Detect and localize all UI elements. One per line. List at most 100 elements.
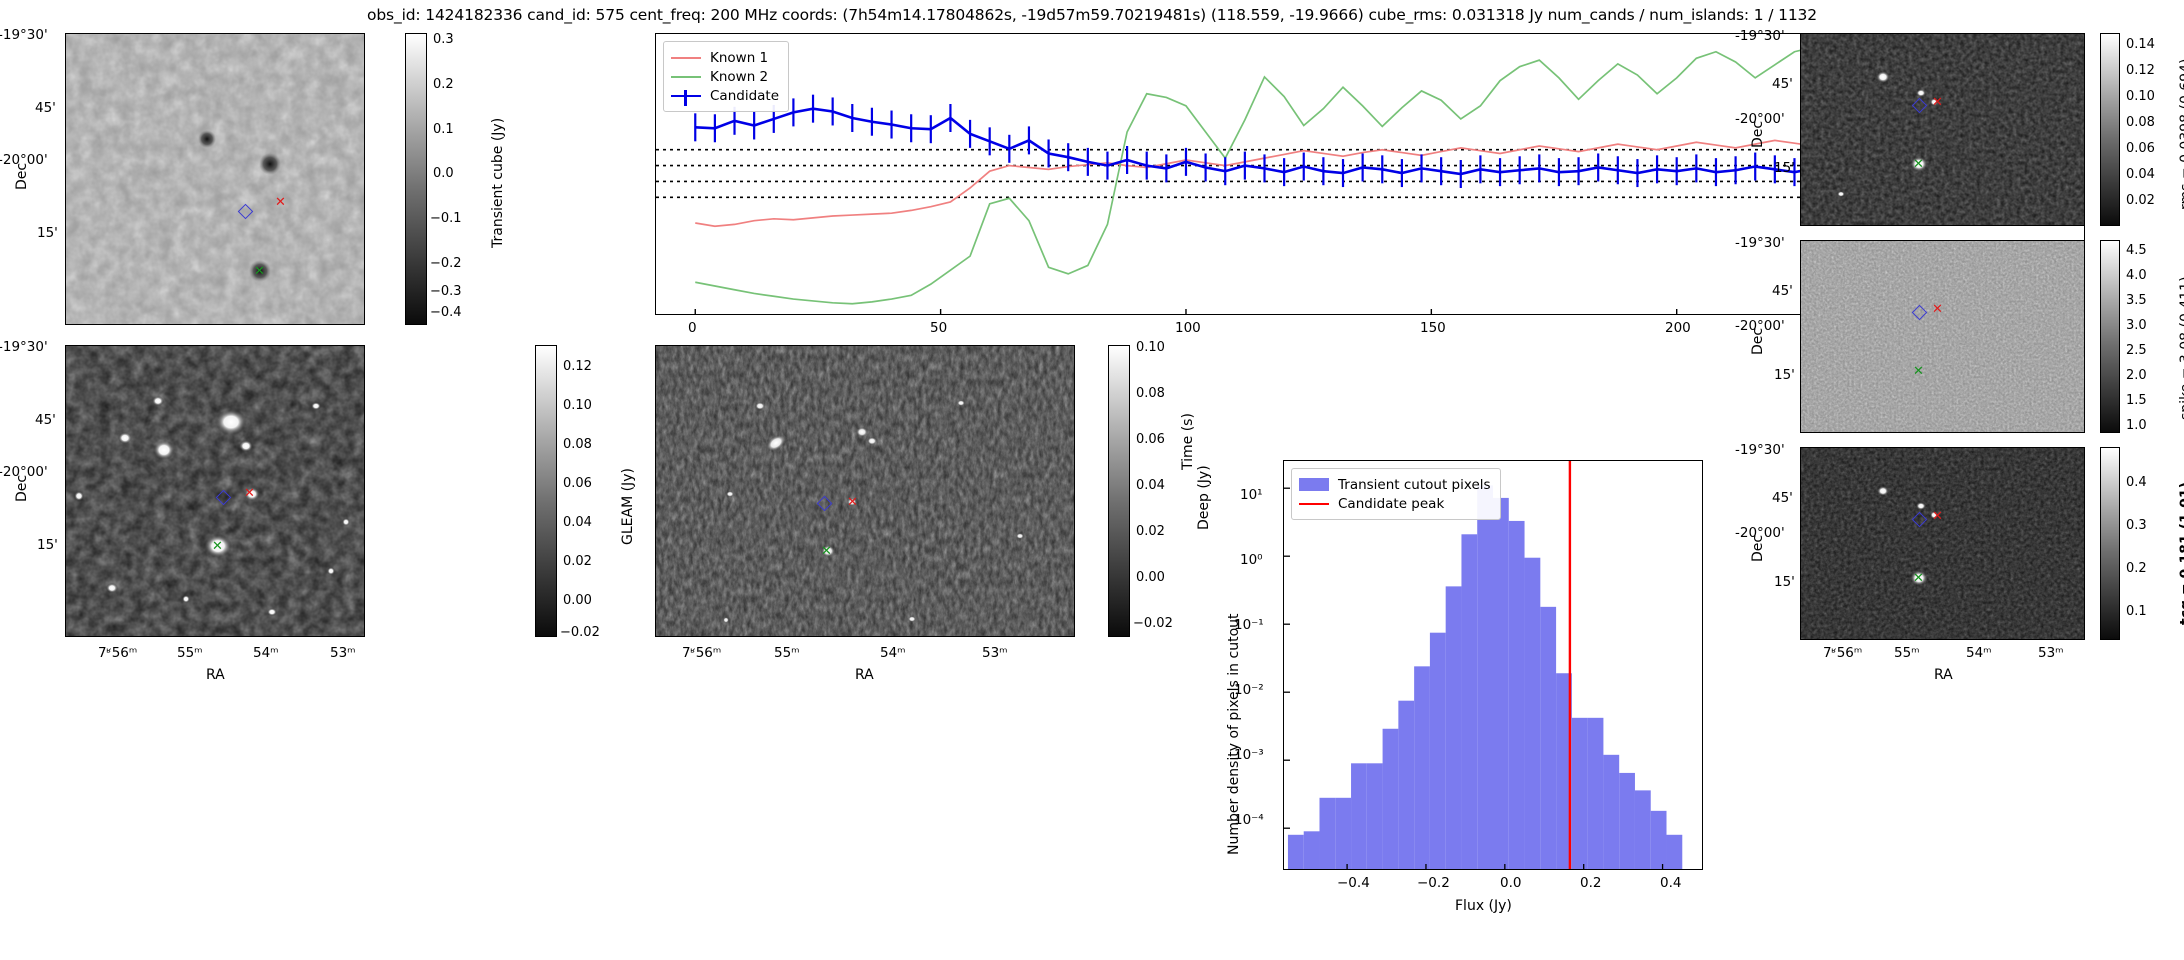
histogram-ytick-0: 10¹ — [1240, 487, 1263, 503]
lightcurve-xtick-0: 0 — [688, 320, 697, 336]
spike-cbar-tick-2: 3.5 — [2126, 293, 2147, 308]
spike-image: ✕ ✕ — [1800, 240, 2085, 433]
lightcurve-xlabel: Time (s) — [1180, 413, 1196, 470]
lightcurve-xtick-3: 150 — [1420, 320, 1446, 336]
gleam-cbar-tick-3: 0.06 — [563, 476, 592, 491]
tcg-xtick-2: 54ᵐ — [1966, 645, 1992, 661]
lightcurve-xtick-2: 100 — [1175, 320, 1201, 336]
deep-cbar-tick-5: 0.00 — [1136, 570, 1165, 585]
lightcurve-legend: Known 1 Known 2 Candidate — [663, 41, 790, 112]
tcg-ytick-2: -20°00' — [1735, 525, 1785, 541]
legend-row-known2: Known 2 — [671, 67, 779, 86]
tcg-xtick-3: 53ᵐ — [2038, 645, 2064, 661]
gleam-ytick-0: -19°30' — [0, 339, 48, 355]
deep-cbar-tick-6: −0.02 — [1133, 616, 1173, 631]
rms-cbar-tick-0: 0.14 — [2126, 37, 2155, 52]
transient-cube-ytick-3: 15' — [37, 225, 58, 241]
gleam-ytick-2: -20°00' — [0, 464, 48, 480]
rms-cbar-tick-3: 0.08 — [2126, 115, 2155, 130]
legend-row-candidate: Candidate — [671, 86, 779, 106]
gleam-cbar-title: GLEAM (Jy) — [620, 468, 636, 545]
deep-xtick-1: 55ᵐ — [774, 645, 800, 661]
gleam-cbar-tick-0: 0.12 — [563, 359, 592, 374]
transient-cube-cbar-tick-0: 0.3 — [433, 32, 454, 47]
transient-cube-pixels — [66, 34, 364, 324]
histogram-ytick-4: 10⁻³ — [1234, 747, 1264, 763]
tcg-ylabel: Dec — [1750, 534, 1766, 562]
legend-label-cutout-pixels: Transient cutout pixels — [1338, 476, 1491, 493]
spike-ytick-3: 15' — [1774, 367, 1795, 383]
spike-pixels — [1801, 241, 2084, 432]
spike-cbar-tick-3: 3.0 — [2126, 318, 2147, 333]
legend-swatch-candidate — [671, 89, 701, 106]
transient-cube-ytick-0: -19°30' — [0, 27, 48, 43]
rms-ytick-3: 15' — [1774, 160, 1795, 176]
deep-cbar-tick-1: 0.08 — [1136, 386, 1165, 401]
flux-histogram-plot — [1284, 461, 1683, 869]
legend-label-candidate-peak: Candidate peak — [1338, 495, 1445, 512]
transient-cube-image: ✕ ✕ — [65, 33, 365, 325]
deep-xtick-2: 54ᵐ — [880, 645, 906, 661]
tcg-ytick-3: 15' — [1774, 574, 1795, 590]
tcg-ytick-0: -19°30' — [1735, 442, 1785, 458]
histogram-ytick-3: 10⁻² — [1234, 682, 1264, 698]
gleam-ylabel: Dec — [14, 474, 30, 502]
rms-ylabel: Dec — [1750, 120, 1766, 148]
legend-label-known1: Known 1 — [710, 49, 769, 66]
rms-cbar-tick-5: 0.04 — [2126, 167, 2155, 182]
tcg-xtick-0: 7ʶ56ᵐ — [1823, 645, 1863, 661]
tcg-colorbar — [2100, 447, 2120, 640]
histogram-legend: Transient cutout pixels Candidate peak — [1291, 468, 1501, 520]
gleam-ytick-1: 45' — [35, 412, 56, 428]
transient-cube-ytick-2: -20°00' — [0, 152, 48, 168]
histogram-xtick-4: 0.4 — [1660, 875, 1682, 891]
transient-cube-cbar-tick-6: −0.3 — [430, 284, 462, 299]
histogram-xtick-3: 0.2 — [1580, 875, 1602, 891]
spike-cbar-tick-6: 1.5 — [2126, 393, 2147, 408]
legend-swatch-known2 — [671, 75, 701, 78]
tcg-cbar-title: tcg = 0.181 (1.01) — [2178, 482, 2184, 625]
legend-swatch-candidate-peak — [1299, 502, 1329, 505]
gleam-cbar-tick-6: 0.00 — [563, 593, 592, 608]
tcg-cbar-tick-3: 0.1 — [2126, 604, 2147, 619]
gleam-xtick-3: 53ᵐ — [330, 645, 356, 661]
rms-ytick-1: 45' — [1772, 76, 1793, 92]
spike-ytick-0: -19°30' — [1735, 235, 1785, 251]
deep-image: ✕ ✕ — [655, 345, 1075, 637]
histogram-ytick-5: 10⁻⁴ — [1234, 812, 1264, 828]
tcg-image: ✕ ✕ — [1800, 447, 2085, 640]
gleam-cbar-tick-5: 0.02 — [563, 554, 592, 569]
histogram-ytick-1: 10⁰ — [1240, 552, 1263, 568]
gleam-pixels — [66, 346, 364, 636]
spike-cbar-tick-0: 4.5 — [2126, 243, 2147, 258]
gleam-colorbar — [535, 345, 557, 637]
gleam-cbar-tick-1: 0.10 — [563, 398, 592, 413]
deep-cbar-tick-3: 0.04 — [1136, 478, 1165, 493]
legend-label-known2: Known 2 — [710, 68, 769, 85]
figure-title: obs_id: 1424182336 cand_id: 575 cent_fre… — [367, 6, 1817, 24]
tcg-cbar-tick-1: 0.3 — [2126, 518, 2147, 533]
transient-cube-cbar-tick-3: 0.0 — [433, 166, 454, 181]
tcg-ytick-1: 45' — [1772, 490, 1793, 506]
transient-cube-cbar-tick-2: 0.1 — [433, 122, 454, 137]
spike-ytick-2: -20°00' — [1735, 318, 1785, 334]
rms-image: ✕ ✕ — [1800, 33, 2085, 226]
spike-cbar-tick-4: 2.5 — [2126, 343, 2147, 358]
legend-swatch-cutout-pixels — [1299, 478, 1329, 491]
deep-colorbar — [1108, 345, 1130, 637]
deep-cbar-tick-0: 0.10 — [1136, 340, 1165, 355]
legend-row-cutout-pixels: Transient cutout pixels — [1299, 475, 1491, 494]
rms-cbar-tick-4: 0.06 — [2126, 141, 2155, 156]
transient-cube-cbar-tick-5: −0.2 — [430, 256, 462, 271]
gleam-ytick-3: 15' — [37, 537, 58, 553]
transient-cube-cbar-tick-1: 0.2 — [433, 77, 454, 92]
rms-cbar-tick-2: 0.10 — [2126, 89, 2155, 104]
rms-cbar-tick-6: 0.02 — [2126, 193, 2155, 208]
deep-xtick-3: 53ᵐ — [982, 645, 1008, 661]
transient-cube-colorbar — [405, 33, 427, 325]
transient-cube-ylabel: Dec — [14, 162, 30, 190]
transient-cube-cbar-tick-4: −0.1 — [430, 211, 462, 226]
transient-cube-cbar-title: Transient cube (Jy) — [490, 117, 506, 248]
gleam-xtick-2: 54ᵐ — [253, 645, 279, 661]
